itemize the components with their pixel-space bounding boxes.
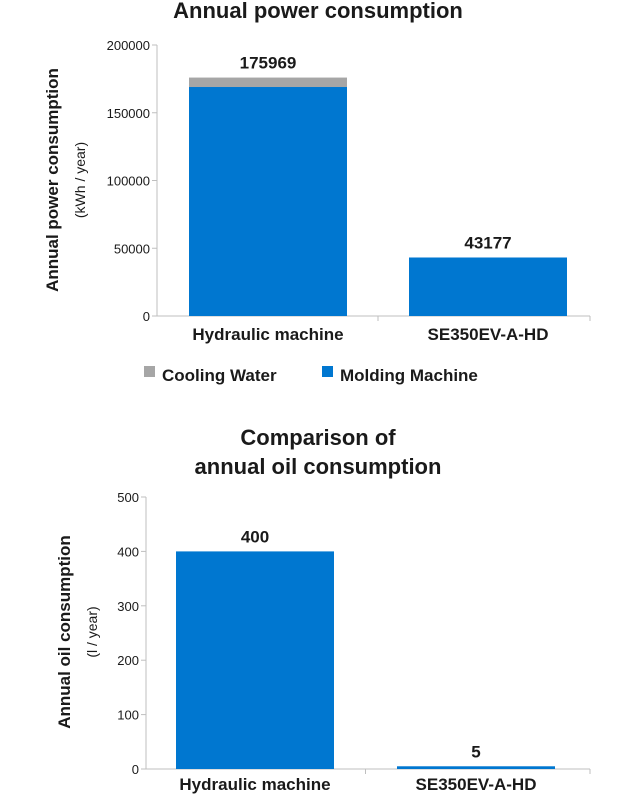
oil-bar-value-1 [397, 766, 555, 769]
power-y-tick-label: 50000 [114, 241, 150, 256]
oil-bar-value-0 [176, 551, 334, 769]
power-chart-title: Annual power consumption [173, 0, 463, 23]
power-data-label: 175969 [240, 54, 297, 73]
oil-y-tick-label: 400 [117, 544, 139, 559]
power-y-tick-label: 150000 [107, 106, 150, 121]
oil-category-label: SE350EV-A-HD [416, 775, 537, 794]
power-y-tick-label: 0 [143, 309, 150, 324]
legend-label-molding-machine: Molding Machine [340, 366, 478, 385]
power-chart: Annual power consumption Annual power co… [43, 0, 591, 385]
oil-y-tick-label: 300 [117, 599, 139, 614]
power-y-axis-unit: (kWh / year) [72, 142, 88, 218]
power-data-labels: 175969 43177 [240, 54, 512, 253]
oil-y-tick-label: 0 [132, 762, 139, 777]
oil-category-label: Hydraulic machine [179, 775, 330, 794]
oil-bars [176, 551, 555, 769]
oil-y-tick-label: 500 [117, 490, 139, 505]
power-bar-molding-machine-0 [189, 87, 347, 316]
oil-data-label: 5 [471, 742, 480, 761]
power-y-axis-label: Annual power consumption [43, 68, 62, 292]
power-bar-molding-machine-1 [409, 257, 567, 316]
oil-category-labels: Hydraulic machine SE350EV-A-HD [179, 775, 536, 794]
oil-y-axis-label: Annual oil consumption [55, 535, 74, 729]
power-axes: 0 50000 100000 150000 200000 [107, 38, 591, 324]
oil-y-axis-unit: (l / year) [84, 606, 100, 657]
legend-swatch-cooling-water [144, 366, 155, 377]
legend-label-cooling-water: Cooling Water [162, 366, 277, 385]
oil-chart-title-line-2: annual oil consumption [195, 454, 442, 479]
power-data-label: 43177 [464, 233, 511, 252]
power-bar-cooling-water-0 [189, 77, 347, 88]
oil-chart: Comparison of annual oil consumption Ann… [55, 425, 591, 794]
power-y-tick-label: 200000 [107, 38, 150, 53]
oil-y-tick-label: 100 [117, 708, 139, 723]
power-category-label: Hydraulic machine [192, 325, 343, 344]
oil-data-labels: 400 5 [241, 527, 481, 761]
power-bars [189, 77, 567, 316]
oil-data-label: 400 [241, 527, 269, 546]
power-category-label: SE350EV-A-HD [428, 325, 549, 344]
power-category-labels: Hydraulic machine SE350EV-A-HD [192, 325, 548, 344]
power-legend: Cooling Water Molding Machine [144, 366, 478, 385]
oil-y-tick-label: 200 [117, 653, 139, 668]
legend-swatch-molding-machine [322, 366, 333, 377]
power-y-tick-label: 100000 [107, 174, 150, 189]
oil-chart-title-line-1: Comparison of [240, 425, 396, 450]
